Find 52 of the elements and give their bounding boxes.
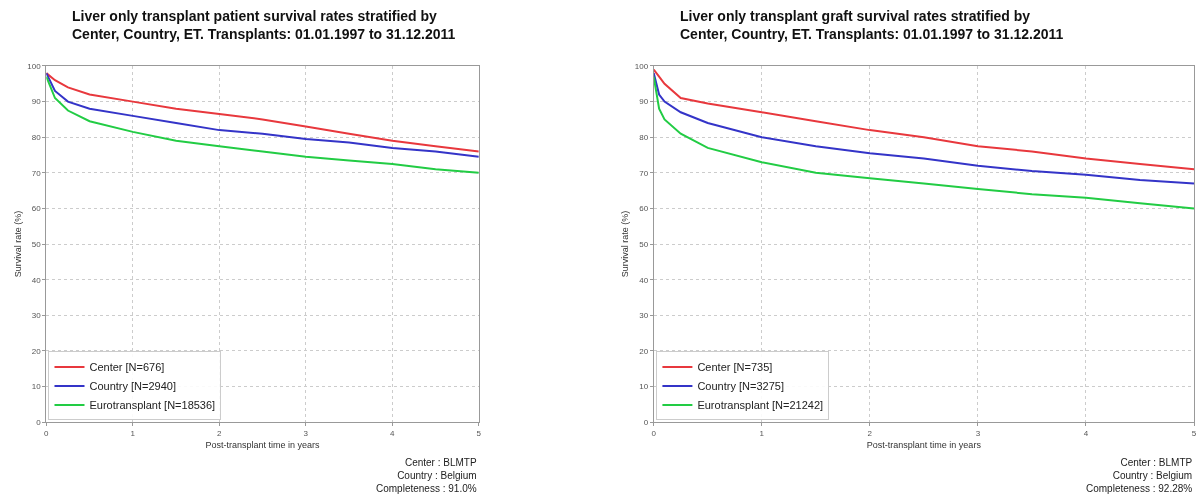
x-tick-label: 5 xyxy=(476,428,482,438)
line-series xyxy=(46,75,479,174)
x-tick-label: 4 xyxy=(1083,428,1089,438)
y-tick-label: 60 xyxy=(639,204,649,214)
y-tick-label: 30 xyxy=(639,311,649,321)
y-tick-label: 100 xyxy=(27,61,42,71)
x-tick-label: 1 xyxy=(759,428,765,438)
y-tick-label: 70 xyxy=(639,168,649,178)
y-tick-label: 70 xyxy=(31,168,42,178)
line-series xyxy=(653,75,1195,210)
y-tick-label: 20 xyxy=(31,346,42,356)
legend-label: Center [N=735] xyxy=(697,361,773,374)
legend-label: Country [N=3275] xyxy=(697,380,784,393)
line-series xyxy=(653,68,1195,171)
y-tick-label: 40 xyxy=(639,275,649,285)
x-axis-title: Post-transplant time in years xyxy=(866,439,982,450)
y-tick-label: 30 xyxy=(31,311,42,321)
chart-title: Liver only transplant graft survival rates stratified by Center, Country, ET. Transplants: 01.01.1997 to 31.12.2011 xyxy=(680,8,1064,43)
y-tick-label: 50 xyxy=(31,239,42,249)
y-tick-label: 90 xyxy=(639,97,649,107)
y-tick-label: 0 xyxy=(643,418,649,427)
x-tick-label: 3 xyxy=(975,428,981,438)
y-tick-label: 80 xyxy=(639,133,649,143)
x-tick-label: 1 xyxy=(130,428,136,438)
text: Center : BLMTP Country : Belgium Completeness : 91.0% xyxy=(376,457,477,494)
y-tick-label: 0 xyxy=(36,418,42,427)
y-tick-label: 40 xyxy=(31,275,42,285)
x-axis-title: Post-transplant time in years xyxy=(205,439,321,450)
x-tick-label: 2 xyxy=(867,428,873,438)
y-tick-label: 60 xyxy=(31,204,42,214)
x-tick-label: 5 xyxy=(1191,428,1197,438)
y-tick-label: 80 xyxy=(31,133,42,143)
y-tick-label: 100 xyxy=(634,61,649,71)
x-tick-label: 0 xyxy=(44,428,50,438)
line-series xyxy=(653,72,1195,185)
legend-label: Eurotransplant [N=18536] xyxy=(89,399,216,412)
legend-label: Center [N=676] xyxy=(89,361,165,374)
x-tick-label: 3 xyxy=(303,428,309,438)
chart-title: Liver only transplant patient survival rates stratified by Center, Country, ET. Transplants: 01.01.1997 to 31.12.2011 xyxy=(72,8,456,43)
y-tick-label: 90 xyxy=(31,97,42,107)
y-tick-label: 10 xyxy=(639,382,649,392)
y-tick-label: 50 xyxy=(639,239,649,249)
legend-label: Country [N=2940] xyxy=(89,380,177,393)
x-tick-label: 4 xyxy=(390,428,396,438)
legend-label: Eurotransplant [N=21242] xyxy=(697,399,824,412)
y-tick-label: 10 xyxy=(31,382,42,392)
y-axis-title: Survival rate (%) xyxy=(12,210,23,278)
y-tick-label: 20 xyxy=(639,346,649,356)
x-tick-label: 0 xyxy=(651,428,657,438)
y-axis-title: Survival rate (%) xyxy=(620,210,631,278)
x-tick-label: 2 xyxy=(217,428,223,438)
text: Center : BLMTP Country : Belgium Completeness : 92.28% xyxy=(1086,457,1193,494)
